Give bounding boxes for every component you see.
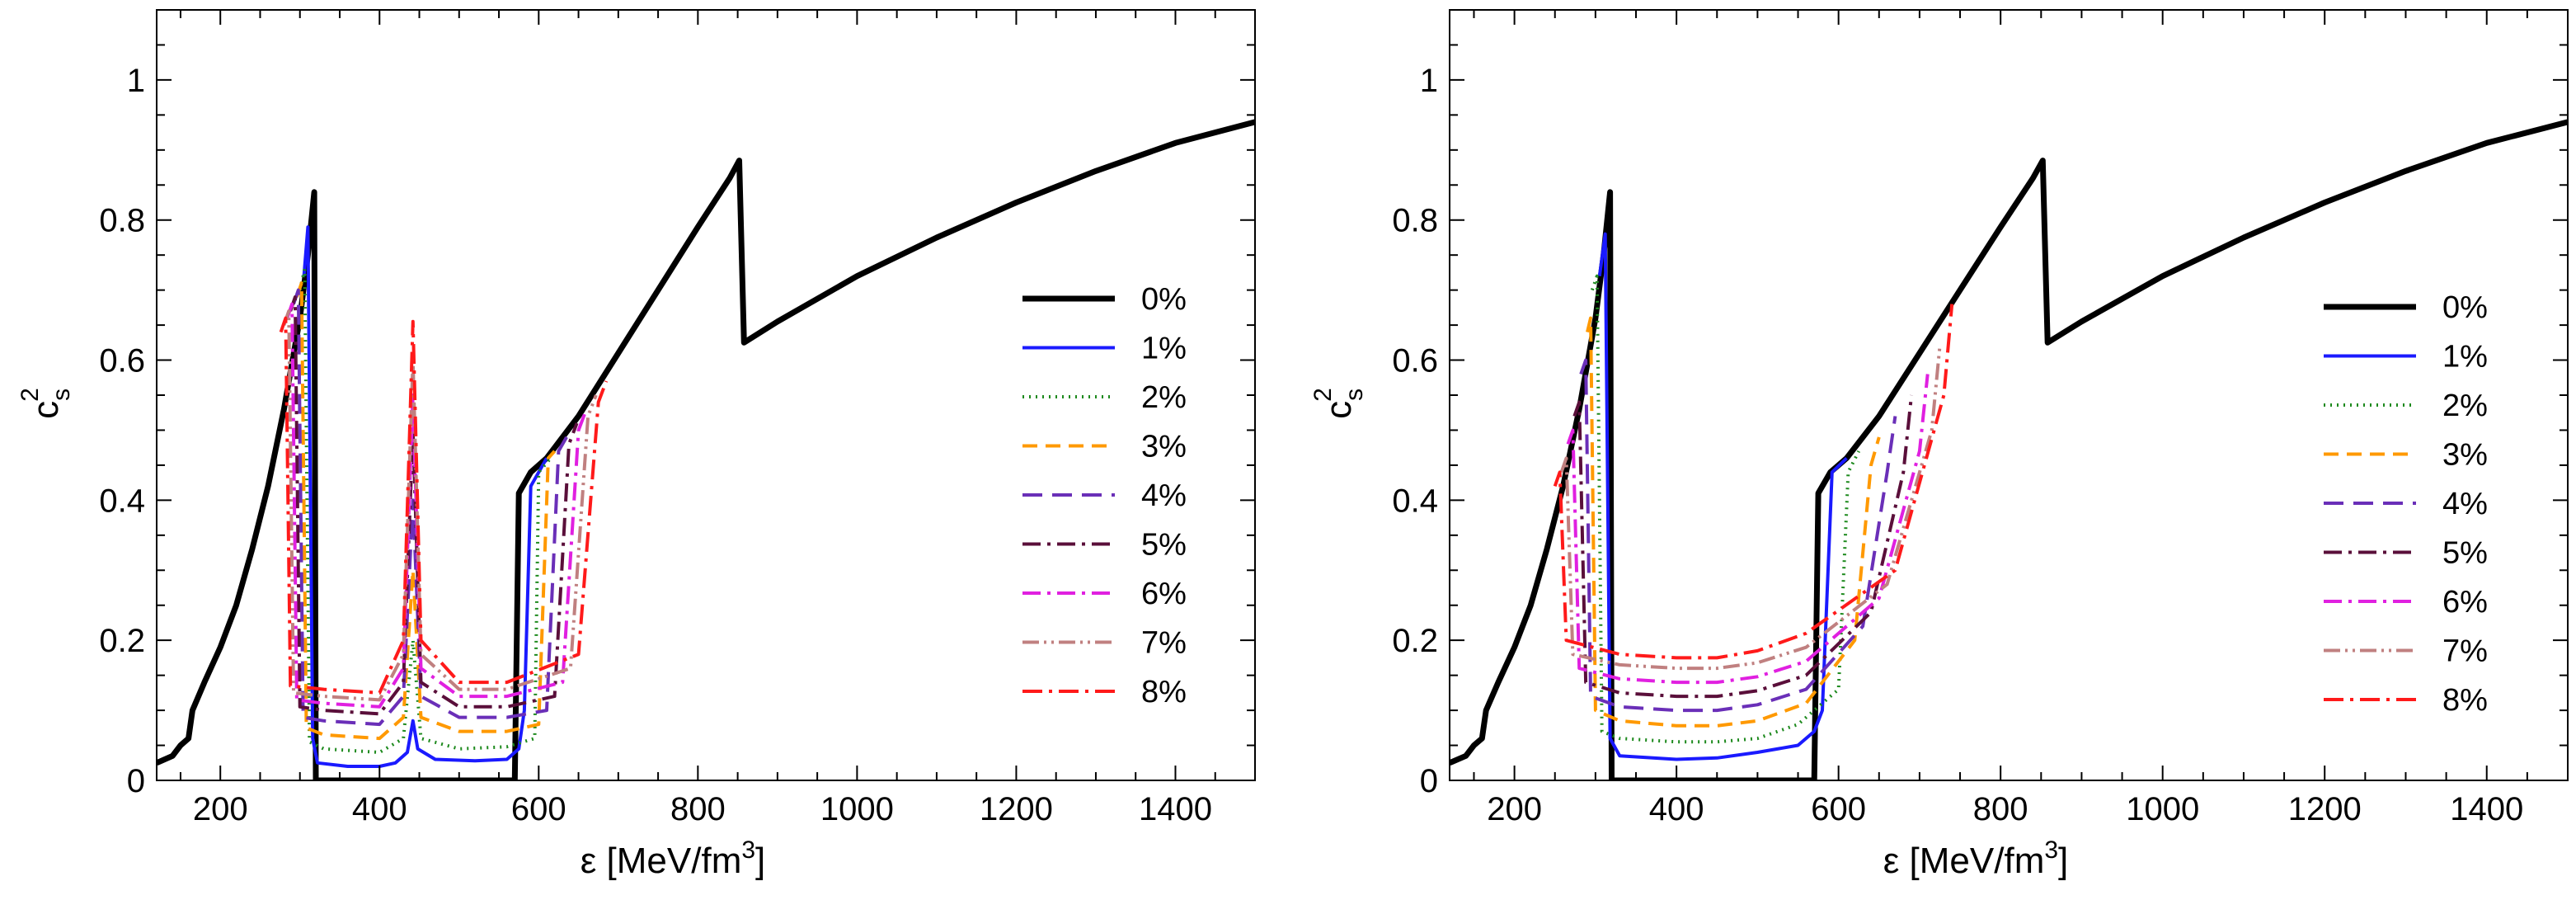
y-tick-label: 1 bbox=[1420, 63, 1438, 99]
legend: 0% 1% 2% 3% 4% 5% 6% 7% 8% bbox=[1022, 282, 1187, 709]
series-line-4pct bbox=[292, 288, 568, 727]
series-group bbox=[1450, 119, 2568, 780]
legend-label: 0% bbox=[1141, 282, 1187, 317]
x-axis-label: ε [MeV/fm3] bbox=[1883, 836, 2069, 881]
x-tick-label: 1400 bbox=[2450, 791, 2523, 827]
series-line-5pct bbox=[289, 295, 579, 716]
y-tick-label: 0.4 bbox=[1392, 483, 1438, 519]
x-tick-label: 1000 bbox=[2126, 791, 2199, 827]
y-tick-label: 0.2 bbox=[1392, 623, 1438, 659]
x-tick-label: 600 bbox=[1811, 791, 1866, 827]
y-axis-label-main: c bbox=[1319, 401, 1359, 419]
legend-label: 8% bbox=[2442, 683, 2488, 718]
x-axis-label-end: ] bbox=[755, 841, 765, 881]
legend-label: 7% bbox=[1141, 626, 1187, 661]
x-tick-label: 400 bbox=[1649, 791, 1704, 827]
chart-panel-right: 200 400 600 800 1000 1200 1400 0 0.2 0.4 0.6 0.8 1 ε … bbox=[1309, 9, 2569, 881]
legend-label: 6% bbox=[2442, 585, 2488, 620]
legend-label: 0% bbox=[2442, 290, 2488, 325]
y-tick-label: 1 bbox=[127, 63, 145, 99]
x-tick-label: 1200 bbox=[980, 791, 1053, 827]
x-tick-label: 1400 bbox=[1139, 791, 1212, 827]
chart-panel-left: 200 400 600 800 1000 1200 1400 0 0.2 0.4 0.6 0.8 1 ε … bbox=[16, 9, 1256, 881]
legend-label: 5% bbox=[2442, 536, 2488, 571]
x-axis-label-sup: 3 bbox=[2044, 836, 2058, 864]
x-tick-label: 800 bbox=[1973, 791, 2028, 827]
x-axis-label-main: ε [MeV/fm bbox=[1883, 841, 2045, 881]
legend-label: 3% bbox=[1141, 430, 1187, 464]
x-tick-label: 400 bbox=[352, 791, 407, 827]
x-tick-label: 200 bbox=[1487, 791, 1542, 827]
x-tick-label: 200 bbox=[193, 791, 248, 827]
series-line-7pct bbox=[1559, 346, 1942, 671]
y-tick-label: 0 bbox=[127, 763, 145, 799]
y-tick-label: 0.4 bbox=[99, 483, 145, 519]
legend-label: 7% bbox=[2442, 634, 2488, 669]
y-axis-label: cs2 bbox=[1309, 388, 1368, 419]
legend-label: 5% bbox=[1141, 528, 1187, 563]
y-tick-label: 0 bbox=[1420, 763, 1438, 799]
plot-frame bbox=[156, 9, 1256, 781]
series-line-6pct bbox=[285, 302, 589, 709]
x-axis-label: ε [MeV/fm3] bbox=[581, 836, 766, 881]
series-line-0pct bbox=[1450, 119, 2568, 780]
series-line-8pct bbox=[279, 316, 609, 695]
y-tick-label: 0.8 bbox=[1392, 203, 1438, 239]
legend-label: 4% bbox=[2442, 487, 2488, 521]
legend-label: 2% bbox=[2442, 389, 2488, 423]
series-line-1pct bbox=[302, 225, 548, 768]
legend-label: 1% bbox=[2442, 340, 2488, 375]
series-group bbox=[157, 119, 1255, 780]
y-tick-label: 0.6 bbox=[1392, 343, 1438, 379]
series-line-4pct bbox=[1579, 358, 1897, 713]
x-axis-label-end: ] bbox=[2058, 841, 2068, 881]
legend-label: 1% bbox=[1141, 332, 1187, 366]
legend: 0% 1% 2% 3% 4% 5% 6% 7% 8% bbox=[2324, 290, 2488, 718]
legend-label: 8% bbox=[1141, 675, 1187, 709]
x-tick-label: 800 bbox=[670, 791, 726, 827]
y-axis-label-sub: s bbox=[1341, 389, 1368, 401]
legend-label: 4% bbox=[1141, 478, 1187, 513]
x-tick-label: 1000 bbox=[820, 791, 894, 827]
y-axis-label-main: c bbox=[26, 401, 66, 419]
legend-label: 2% bbox=[1141, 380, 1187, 415]
series-line-7pct bbox=[282, 309, 598, 702]
series-line-8pct bbox=[1553, 304, 1954, 660]
legend-label: 6% bbox=[1141, 577, 1187, 611]
legend-label: 3% bbox=[2442, 438, 2488, 473]
series-line-5pct bbox=[1572, 394, 1914, 699]
x-tick-label: 600 bbox=[511, 791, 566, 827]
y-axis-label: cs2 bbox=[16, 388, 75, 419]
series-line-3pct bbox=[295, 281, 557, 741]
x-axis-label-sup: 3 bbox=[741, 836, 755, 864]
y-tick-label: 0.8 bbox=[99, 203, 145, 239]
x-axis-label-main: ε [MeV/fm bbox=[581, 841, 742, 881]
series-line-6pct bbox=[1566, 374, 1930, 685]
series-line-2pct bbox=[1591, 274, 1860, 744]
y-axis-label-sub: s bbox=[48, 389, 75, 401]
y-tick-label: 0.6 bbox=[99, 343, 145, 379]
y-axis-label-sup: 2 bbox=[16, 388, 44, 402]
y-tick-label: 0.2 bbox=[99, 623, 145, 659]
x-tick-label: 1200 bbox=[2288, 791, 2362, 827]
y-axis-label-sup: 2 bbox=[1309, 388, 1337, 402]
series-line-0pct bbox=[157, 119, 1255, 780]
